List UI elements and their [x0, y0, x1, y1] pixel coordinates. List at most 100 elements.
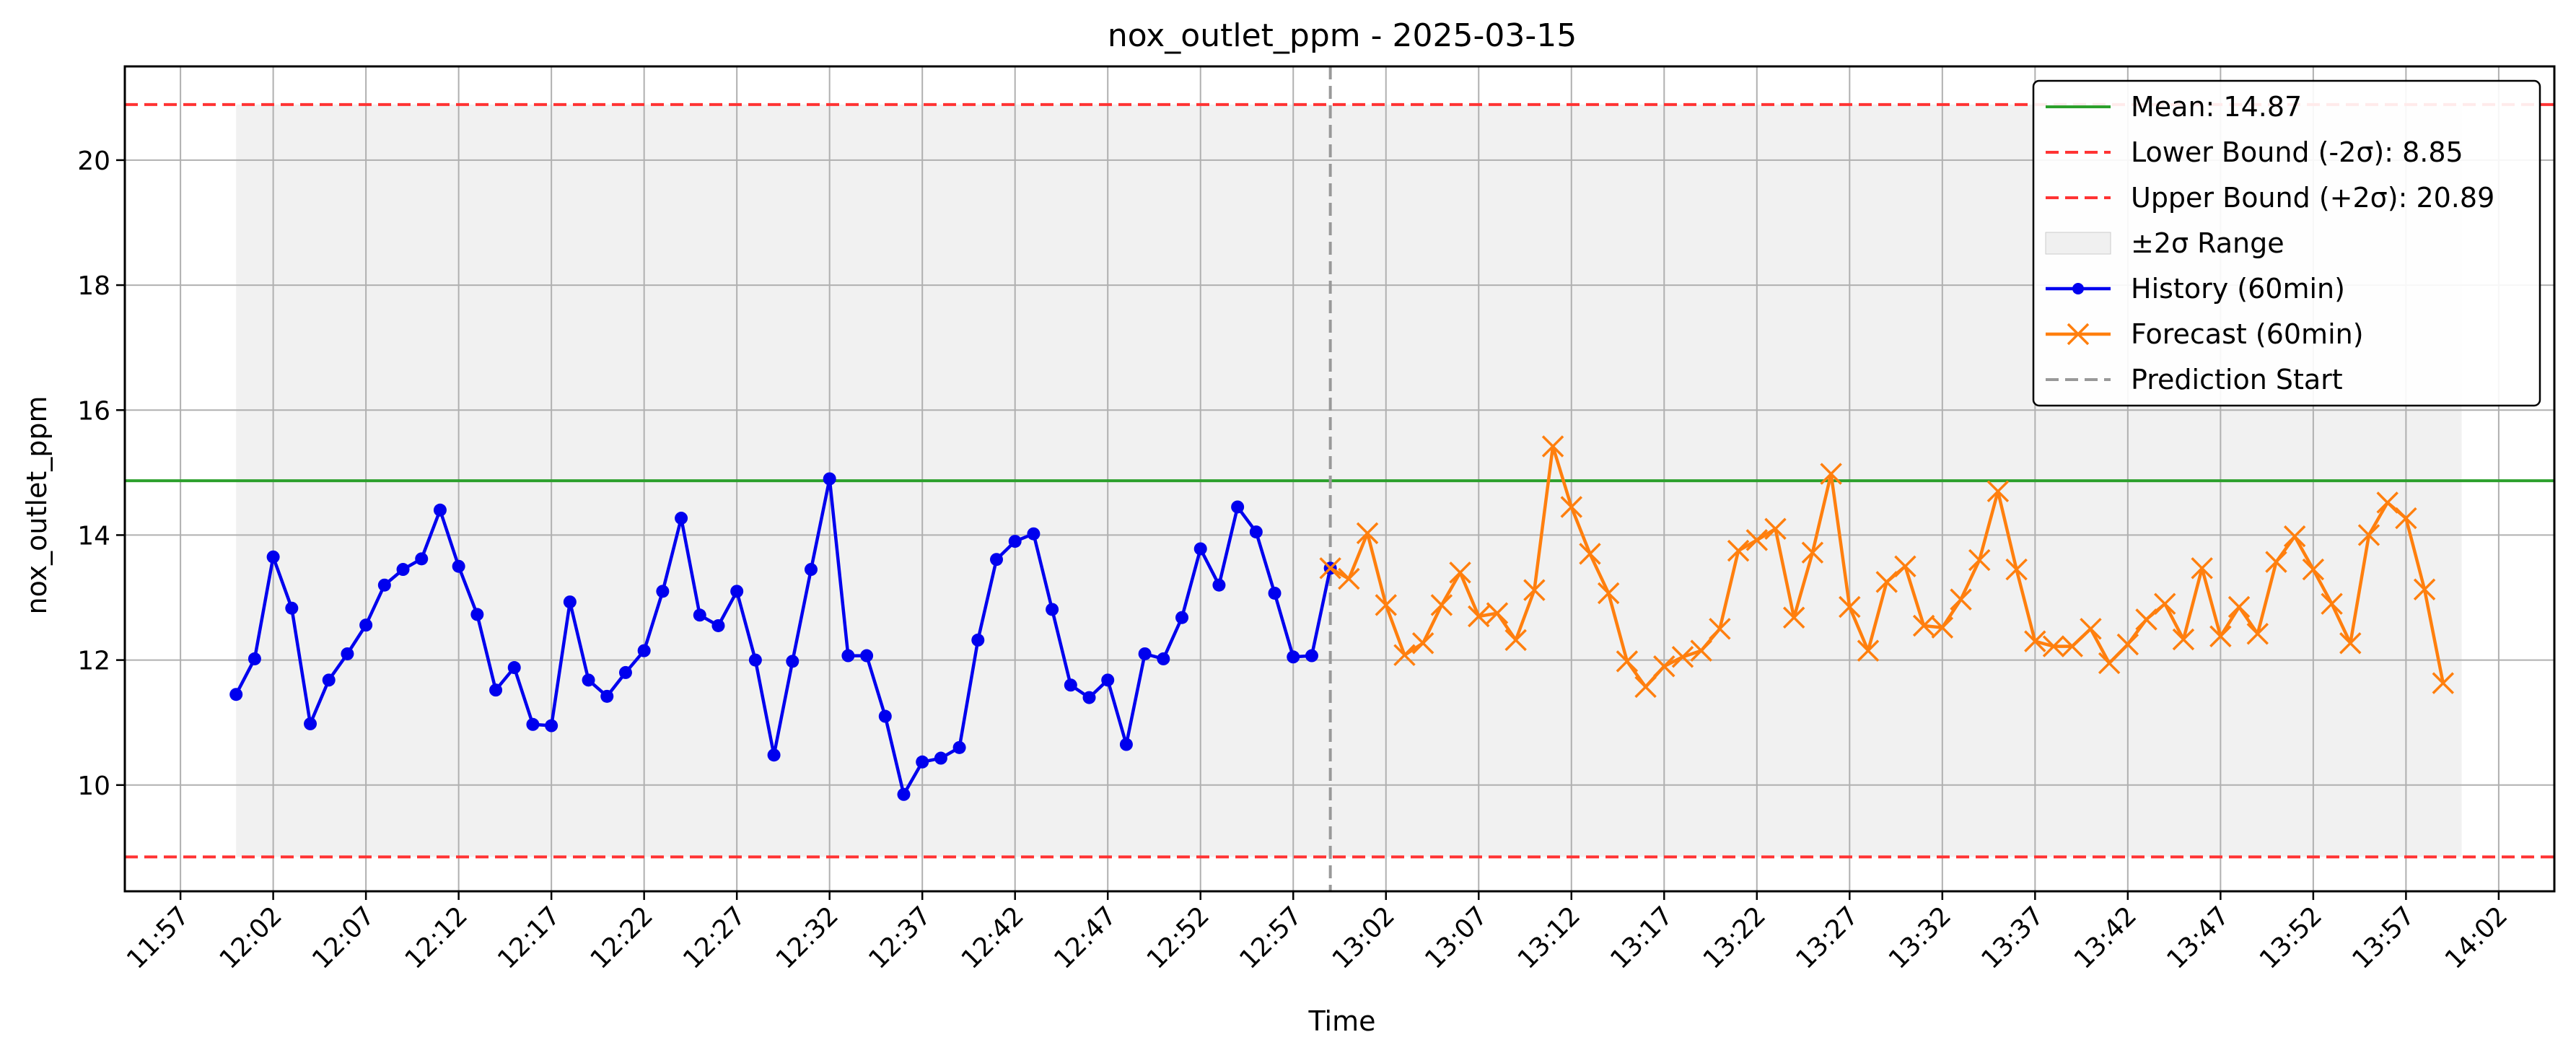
forecast-point	[2154, 593, 2176, 615]
forecast-point	[2209, 625, 2232, 647]
history-point	[1287, 650, 1300, 664]
forecast-point	[2172, 628, 2195, 651]
forecast-point	[1857, 639, 1880, 662]
history-point	[452, 559, 465, 573]
history-point	[1046, 603, 1059, 616]
history-point	[341, 647, 354, 660]
forecast-point	[1411, 631, 1434, 655]
legend-upper-label: Upper Bound (+2σ): 20.89	[2131, 182, 2494, 214]
legend-mean-label: Mean: 14.87	[2131, 91, 2302, 123]
forecast-point	[1486, 602, 1509, 624]
forecast-point	[2246, 623, 2269, 645]
forecast-point	[1986, 480, 2010, 503]
forecast-point	[1541, 435, 1564, 458]
axes-frame	[123, 65, 2556, 893]
history-point	[618, 665, 632, 679]
y-axis-ticks: 10 12 14 16 18 20	[77, 147, 125, 801]
x-axis-title: Time	[1308, 1005, 1376, 1037]
history-point	[359, 618, 373, 632]
y-tick-label: 10	[77, 771, 110, 801]
forecast-point	[1690, 639, 1712, 662]
forecast-point	[2005, 558, 2028, 581]
history-point	[507, 661, 521, 675]
legend-band-swatch	[2045, 232, 2111, 255]
legend-band-label: ±2σ Range	[2131, 227, 2284, 259]
forecast-point	[1338, 567, 1360, 590]
forecast-point	[1504, 629, 1527, 652]
forecast-point	[1931, 616, 1954, 639]
forecast-point	[2413, 578, 2436, 601]
history-point	[1175, 611, 1189, 624]
y-tick-label: 18	[77, 271, 110, 301]
history-point	[229, 688, 243, 701]
history-point	[545, 719, 558, 733]
forecast-point	[2432, 672, 2455, 694]
history-point	[377, 578, 391, 592]
history-point	[637, 644, 651, 657]
history-point	[1231, 500, 1245, 514]
forecast-point	[2302, 558, 2325, 581]
forecast-point	[1745, 529, 1769, 551]
history-point	[767, 748, 781, 762]
history-point	[433, 503, 447, 517]
history-point	[1101, 673, 1115, 687]
history-point	[582, 673, 595, 687]
forecast-point	[1468, 605, 1490, 628]
forecast-point	[1634, 676, 1657, 699]
forecast-point	[1616, 650, 1639, 673]
history-point	[600, 689, 614, 703]
history-point	[526, 717, 540, 731]
history-point	[693, 608, 706, 622]
chart-title: nox_outlet_ppm - 2025-03-15	[1108, 17, 1577, 54]
forecast-point	[1356, 522, 1379, 545]
forecast-point	[2135, 608, 2157, 631]
history-point	[1305, 649, 1318, 663]
legend-forecast-label: Forecast (60min)	[2131, 318, 2364, 350]
forecast-point	[1449, 561, 1471, 584]
history-point	[1249, 525, 1263, 539]
legend-history-marker	[2072, 283, 2084, 294]
forecast-point	[2080, 618, 2102, 640]
forecast-point	[2395, 507, 2417, 530]
history-point	[1157, 652, 1170, 665]
history-point	[897, 787, 911, 801]
forecast-point	[1727, 539, 1750, 562]
forecast-point	[1801, 541, 1824, 564]
history-point	[934, 751, 947, 765]
forecast-point	[2339, 631, 2362, 655]
forecast-point	[1393, 644, 1416, 666]
history-point	[990, 553, 1004, 567]
forecast-point	[1597, 582, 1620, 605]
history-point	[247, 652, 261, 665]
legend-box	[2032, 79, 2541, 407]
history-point	[878, 709, 892, 723]
forecast-point	[1820, 463, 1842, 485]
forecast-point	[1894, 555, 1916, 577]
history-point	[563, 595, 577, 609]
legend-history-label: History (60min)	[2131, 273, 2345, 305]
y-axis-title: nox_outlet_ppm	[21, 396, 53, 615]
y-tick-label: 12	[77, 647, 110, 676]
legend: Mean: 14.87 Lower Bound (-2σ): 8.85 Uppe…	[2032, 79, 2541, 407]
history-point	[730, 585, 744, 598]
forecast-point	[1968, 548, 1991, 572]
history-point	[711, 618, 725, 632]
forecast-point	[1912, 614, 1935, 637]
history-point	[1138, 647, 1152, 660]
history-point	[971, 633, 985, 647]
forecast-point	[2061, 635, 2083, 657]
series-layer	[229, 435, 2455, 801]
forecast-point	[2098, 652, 2121, 675]
y-tick-label: 20	[77, 147, 110, 176]
forecast-point	[1875, 571, 1898, 593]
history-point	[470, 608, 484, 621]
legend-prediction-label: Prediction Start	[2131, 364, 2343, 395]
history-point	[1119, 738, 1133, 751]
history-point	[1064, 678, 1077, 692]
history-point	[489, 683, 503, 697]
history-point	[748, 653, 762, 667]
forecast-point	[1523, 579, 1546, 601]
history-point	[1008, 535, 1022, 548]
history-point	[916, 755, 929, 769]
